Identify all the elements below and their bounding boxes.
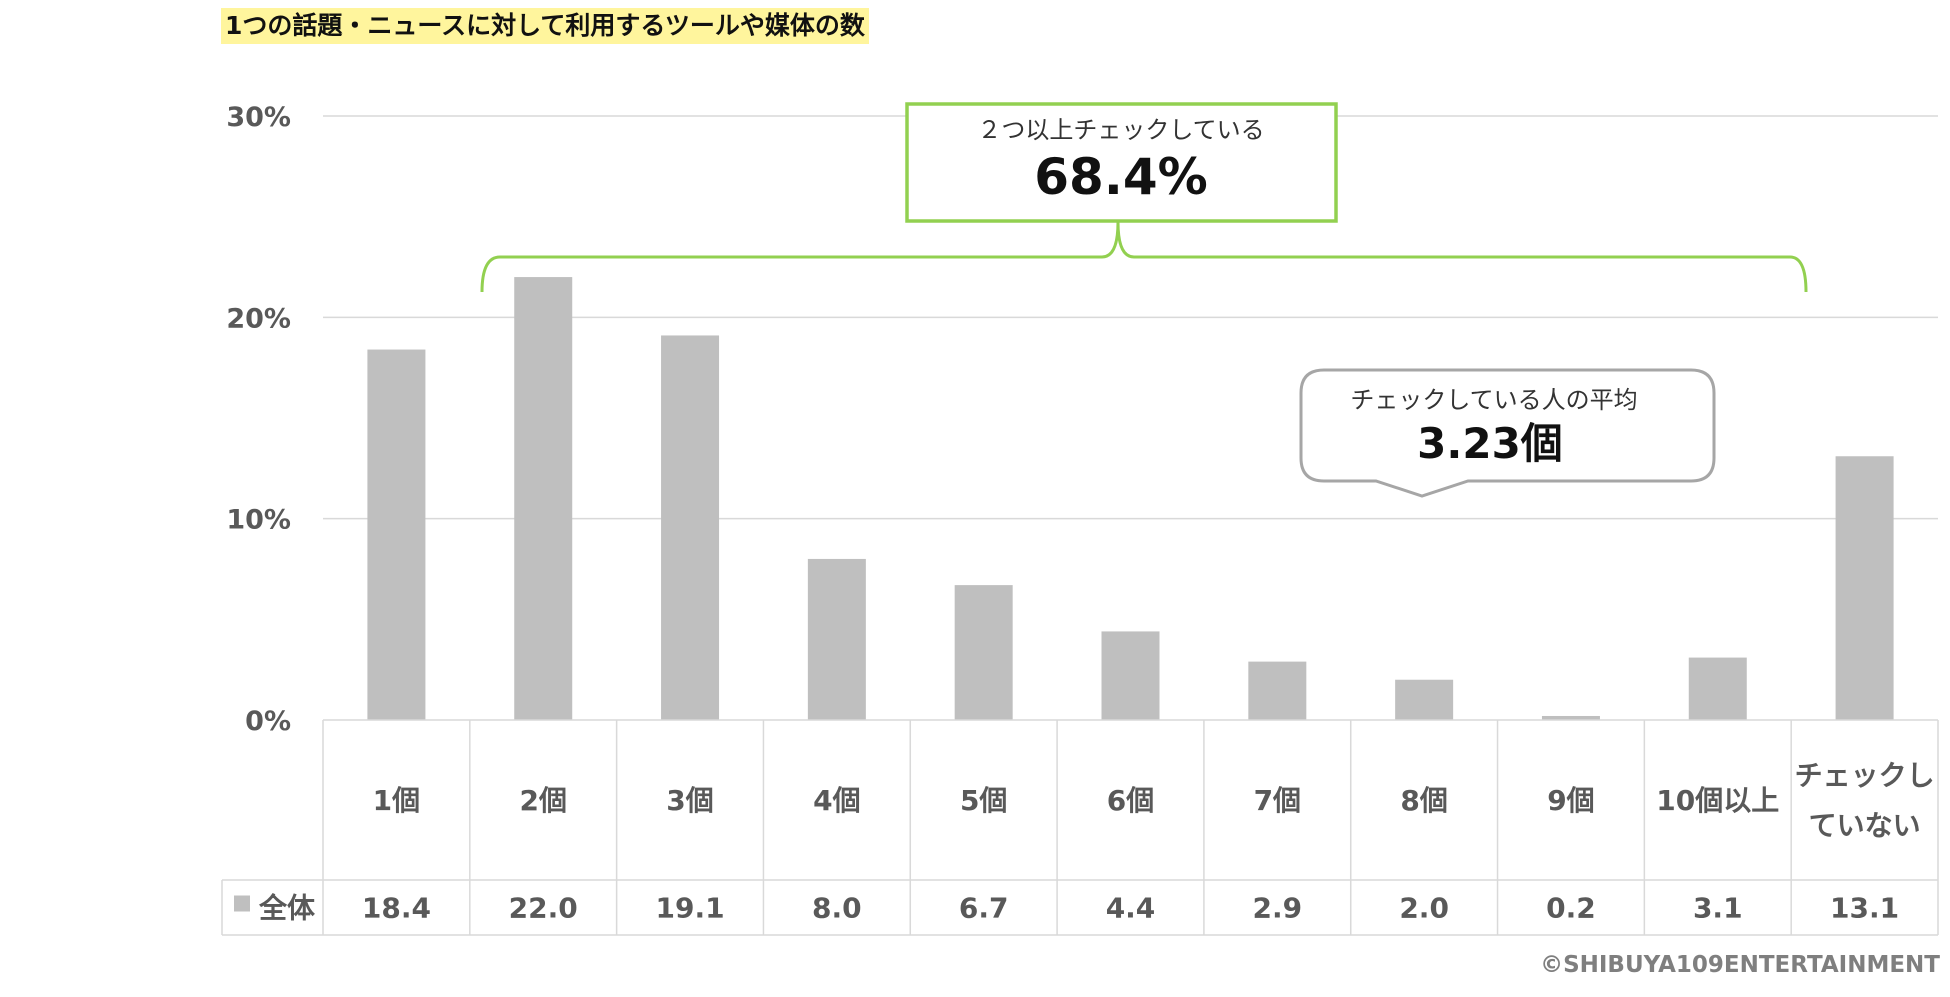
category-label: 10個以上	[1656, 784, 1779, 817]
two-or-more-box	[905, 102, 1338, 223]
legend-label: 全体	[258, 892, 316, 925]
y-tick-label: 20%	[226, 303, 291, 334]
bar	[367, 349, 426, 720]
bar	[1541, 715, 1600, 720]
average-label: チェックしている人の平均	[1350, 386, 1637, 414]
category-label: 7個	[1254, 784, 1301, 817]
average-value: 3.23個	[1417, 419, 1563, 468]
y-tick-label: 0%	[245, 706, 291, 737]
value-label: 6.7	[959, 892, 1009, 925]
value-label: 18.4	[362, 892, 431, 925]
value-label: 4.4	[1106, 892, 1156, 925]
y-tick-label: 30%	[226, 102, 291, 133]
bars	[367, 277, 1894, 720]
average-annotation: チェックしている人の平均 3.23個	[1299, 368, 1716, 498]
value-label: 0.2	[1546, 892, 1596, 925]
category-label: 9個	[1547, 784, 1594, 817]
bar	[1688, 657, 1747, 720]
value-label: 3.1	[1693, 892, 1743, 925]
category-label: 2個	[519, 784, 566, 817]
bar	[807, 558, 866, 720]
value-label: 13.1	[1830, 892, 1899, 925]
bar	[1101, 631, 1160, 720]
category-label: 6個	[1107, 784, 1154, 817]
two-or-more-label: ２つ以上チェックしている	[977, 116, 1264, 144]
value-label: 8.0	[812, 892, 862, 925]
bar	[1395, 679, 1454, 720]
two-or-more-annotation: ２つ以上チェックしている 68.4%	[480, 102, 1808, 293]
value-label: 22.0	[509, 892, 578, 925]
category-label: チェックしていない	[1795, 759, 1935, 842]
two-or-more-value: 68.4%	[1034, 148, 1207, 206]
bar	[514, 277, 573, 720]
value-label: 2.0	[1399, 892, 1449, 925]
category-label: 8個	[1400, 784, 1447, 817]
average-bubble	[1299, 368, 1716, 498]
bar	[1248, 661, 1307, 720]
y-axis-ticks: 0% 10% 20% 30%	[226, 102, 291, 737]
copyright-text: ©SHIBUYA109ENTERTAINMENT	[1540, 952, 1940, 978]
bracket-line	[480, 221, 1808, 293]
category-label: 3個	[666, 784, 713, 817]
value-label: 19.1	[655, 892, 724, 925]
y-tick-label: 10%	[226, 505, 291, 536]
category-label: 5個	[960, 784, 1007, 817]
chart-title: 1つの話題・ニュースに対して利用するツールや媒体の数	[221, 8, 869, 44]
category-label: 4個	[813, 784, 860, 817]
bar	[1835, 456, 1894, 720]
category-label: 1個	[373, 784, 420, 817]
legend-swatch	[234, 895, 250, 912]
bar	[954, 585, 1013, 720]
bar	[661, 335, 720, 720]
value-label: 2.9	[1253, 892, 1303, 925]
